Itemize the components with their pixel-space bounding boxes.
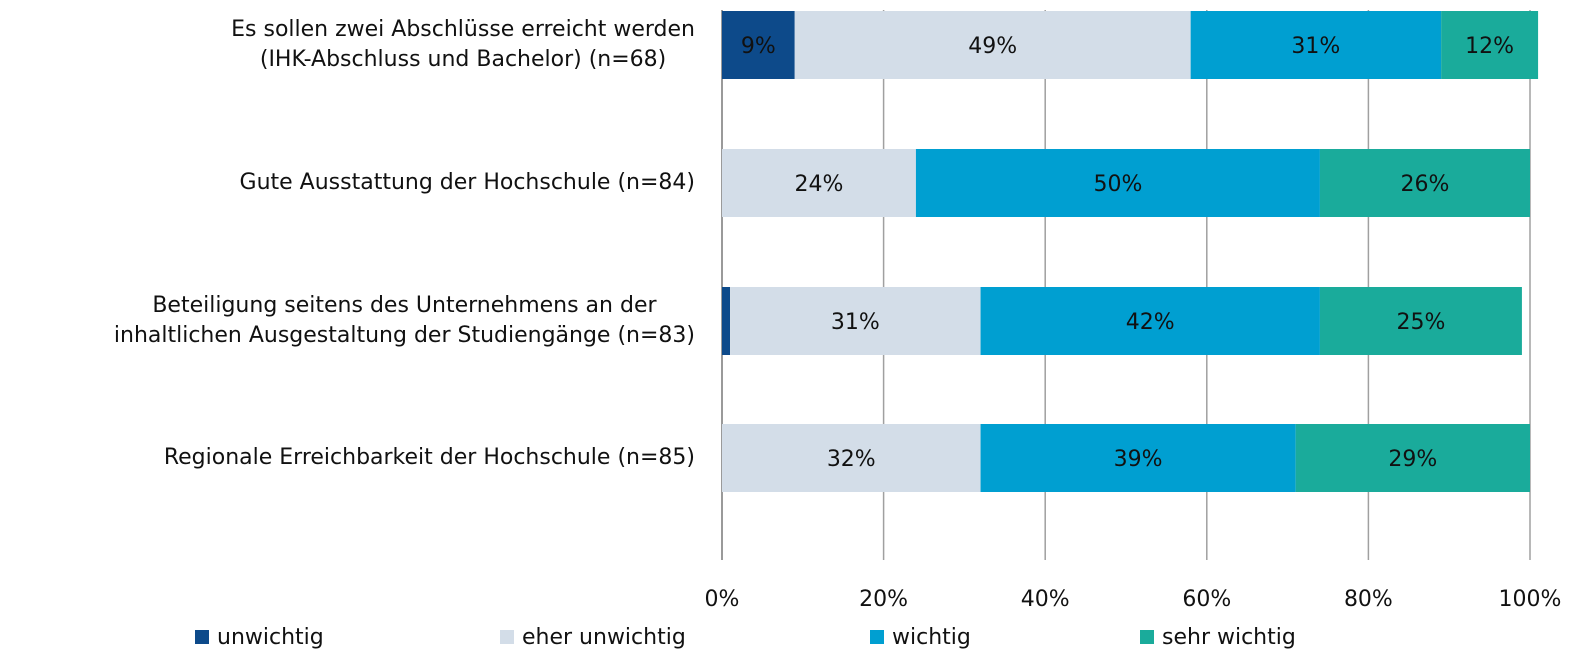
x-tick-label: 60% <box>1182 587 1231 612</box>
legend-swatch <box>195 630 209 644</box>
legend-label: unwichtig <box>217 625 324 650</box>
category-label: Gute Ausstattung der Hochschule (n=84) <box>239 170 695 195</box>
legend-label: sehr wichtig <box>1162 625 1296 650</box>
bar-segment <box>722 287 731 355</box>
data-label: 49% <box>968 34 1017 59</box>
bar-segment <box>722 11 795 79</box>
x-tick-label: 0% <box>705 587 740 612</box>
x-tick-label: 20% <box>859 587 908 612</box>
legend-label: wichtig <box>892 625 971 650</box>
category-label: Beteiligung seitens des Unternehmens an … <box>113 293 695 348</box>
data-label: 42% <box>1126 310 1175 335</box>
bar-segment <box>722 424 981 492</box>
data-label: 24% <box>795 172 844 197</box>
data-label: 25% <box>1396 310 1445 335</box>
bar-segment <box>980 287 1320 355</box>
x-tick-label: 40% <box>1021 587 1070 612</box>
bar-segment <box>794 11 1191 79</box>
data-label: 31% <box>1291 34 1340 59</box>
bar-segment <box>980 424 1296 492</box>
x-tick-label: 100% <box>1499 587 1562 612</box>
data-label: 12% <box>1465 34 1514 59</box>
bar-segment <box>1190 11 1442 79</box>
data-label: 32% <box>827 447 876 472</box>
legend-swatch <box>870 630 884 644</box>
bar-segment <box>1319 149 1530 217</box>
data-label: 29% <box>1388 447 1437 472</box>
category-label: Es sollen zwei Abschlüsse erreicht werde… <box>231 17 695 72</box>
data-label: 26% <box>1401 172 1450 197</box>
data-label: 9% <box>741 34 776 59</box>
category-label: Regionale Erreichbarkeit der Hochschule … <box>163 445 695 470</box>
legend-label: eher unwichtig <box>522 625 686 650</box>
data-label: 31% <box>831 310 880 335</box>
bar-segment <box>1295 424 1530 492</box>
bar-segment <box>1319 287 1522 355</box>
legend-swatch <box>500 630 514 644</box>
bar-segment <box>730 287 981 355</box>
x-tick-label: 80% <box>1344 587 1393 612</box>
data-label: 50% <box>1093 172 1142 197</box>
bar-segment <box>915 149 1320 217</box>
bar-segment <box>722 149 916 217</box>
data-label: 39% <box>1114 447 1163 472</box>
legend-swatch <box>1140 630 1154 644</box>
bar-segment <box>1441 11 1539 79</box>
